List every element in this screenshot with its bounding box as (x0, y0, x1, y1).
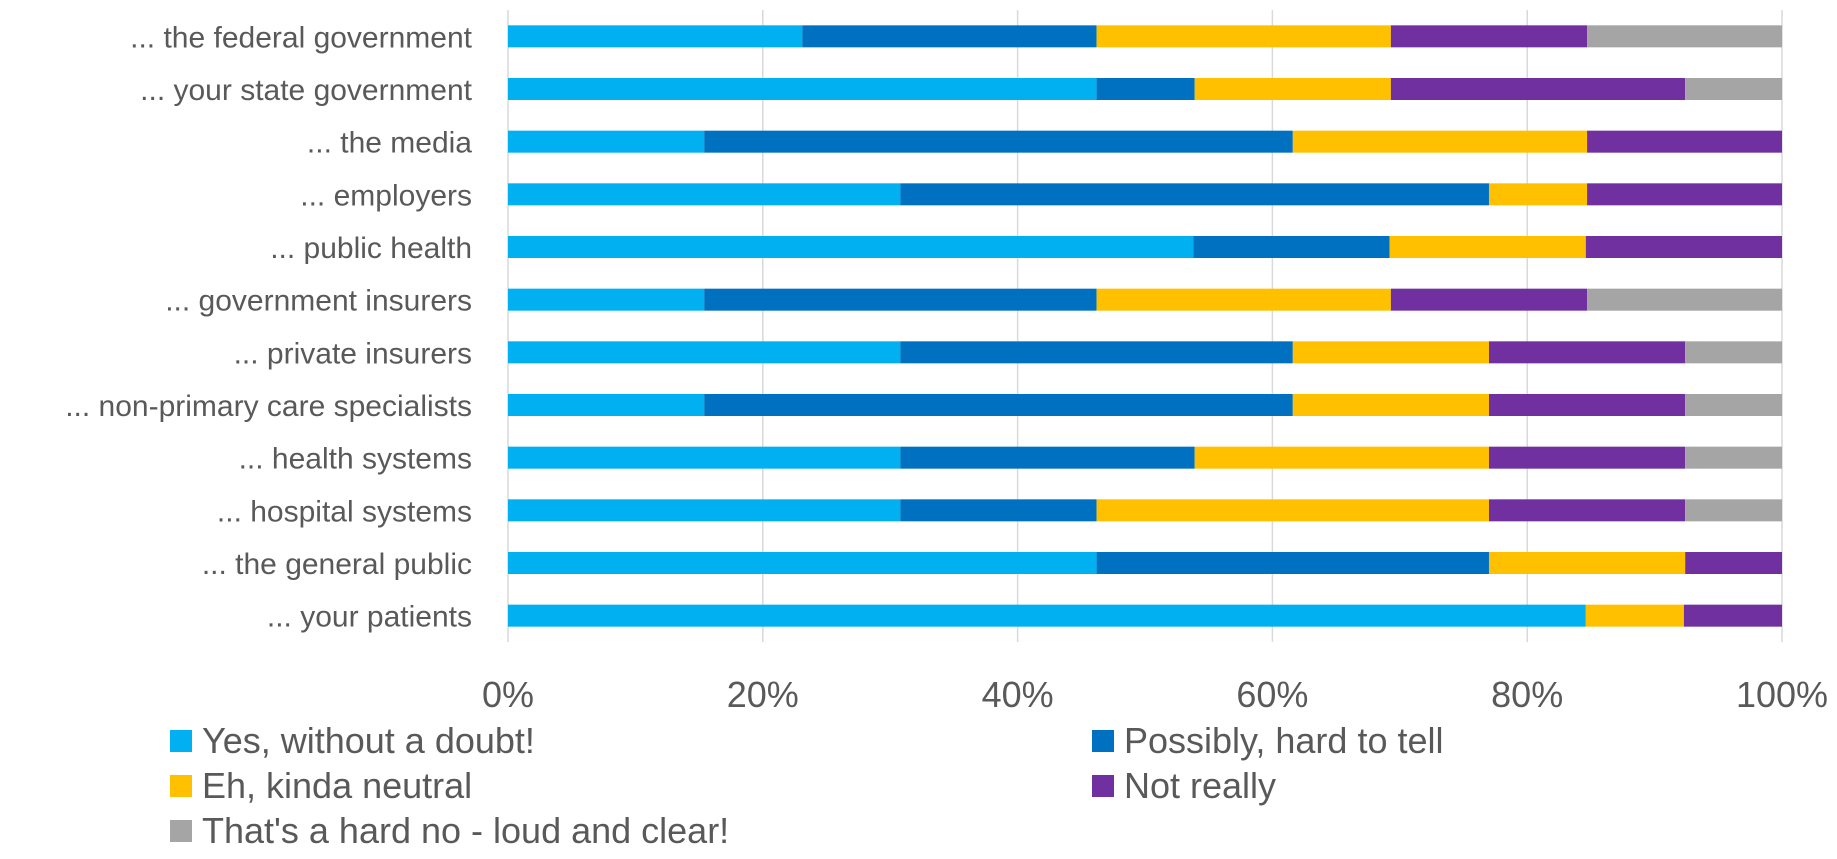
bar-segment (1488, 499, 1686, 522)
bar-segment (508, 183, 901, 206)
legend-label: Eh, kinda neutral (202, 765, 473, 806)
bar-segment (1585, 604, 1684, 627)
legend-item: That's a hard no - loud and clear! (170, 810, 729, 852)
bar-segment (704, 394, 1293, 416)
x-tick-label: 20% (727, 674, 799, 715)
bar-segment (508, 25, 803, 48)
bar-segment (1292, 341, 1489, 364)
bar-segment (1096, 288, 1391, 311)
x-tick-label: 40% (982, 674, 1054, 715)
bar-segment (1685, 499, 1782, 522)
bar-segment (508, 288, 705, 311)
bar-segment (1488, 183, 1588, 206)
bar-segment (1194, 446, 1489, 469)
category-label: ... your state government (140, 74, 472, 107)
bar-segment (508, 130, 705, 153)
category-label: ... hospital systems (217, 495, 472, 528)
category-label: ... government insurers (165, 285, 472, 318)
bar-segment (1096, 78, 1195, 100)
x-axis-tick-labels: 0% 20% 40% 60% 80% 100% (482, 674, 1828, 715)
x-tick-label: 100% (1736, 674, 1828, 715)
bar-segment (1390, 78, 1686, 100)
bar-segment (508, 604, 1586, 627)
bar-segment (1685, 78, 1782, 100)
bar-segment (1488, 552, 1686, 574)
bar-segment (802, 25, 1097, 48)
legend-label: Not really (1124, 765, 1277, 806)
gridlines (507, 10, 1783, 642)
bar-segment (1488, 446, 1686, 469)
category-labels: ... the federal government ... your state… (65, 21, 472, 633)
legend-swatch (1092, 775, 1114, 797)
bar-segment (508, 78, 1097, 100)
category-label: ... the federal government (130, 21, 473, 54)
bar-segment (508, 499, 901, 522)
category-label: ... your patients (267, 601, 472, 634)
bar-segment (1390, 25, 1588, 48)
legend-item: Yes, without a doubt! (170, 720, 535, 762)
bar-segment (1587, 288, 1782, 311)
bar-segment (1587, 183, 1782, 206)
bar-segment (704, 130, 1293, 153)
category-label: ... public health (270, 232, 472, 265)
bar-segment (1096, 499, 1489, 522)
bar-segment (1585, 236, 1782, 258)
bar-segment (1488, 394, 1686, 416)
legend-item: Eh, kinda neutral (170, 765, 472, 807)
legend-swatch (1092, 730, 1114, 752)
legend-swatch (170, 775, 192, 797)
legend-swatch (170, 820, 192, 842)
legend-item: Not really (1092, 765, 1276, 807)
bar-segment (508, 394, 705, 416)
category-label: ... employers (300, 179, 472, 212)
x-tick-label: 0% (482, 674, 534, 715)
bar-segment (1096, 552, 1489, 574)
legend-label: That's a hard no - loud and clear! (202, 810, 730, 851)
bar-segment (1193, 236, 1390, 258)
bar-segment (1685, 552, 1782, 574)
x-tick-label: 80% (1491, 674, 1563, 715)
category-label: ... health systems (239, 443, 472, 476)
bar-segment (1587, 25, 1782, 48)
bar-segment (1389, 236, 1586, 258)
category-label: ... the media (307, 127, 472, 160)
bar-segment (1292, 394, 1489, 416)
category-label: ... non-primary care specialists (65, 390, 472, 423)
legend-item: Possibly, hard to tell (1092, 720, 1443, 762)
bar-segment (508, 446, 901, 469)
category-label: ... the general public (202, 548, 472, 581)
bar-segment (900, 341, 1293, 364)
bar-segment (900, 183, 1489, 206)
bar-segment (1096, 25, 1391, 48)
bar-segment (1685, 446, 1782, 469)
bar-segment (1390, 288, 1588, 311)
bar-segment (704, 288, 1097, 311)
bar-segment (1685, 341, 1782, 364)
category-label: ... private insurers (234, 337, 472, 370)
bar-segment (900, 499, 1097, 522)
bar-segment (1194, 78, 1391, 100)
bar-segment (900, 446, 1195, 469)
bar-segment (1683, 604, 1782, 627)
legend-swatch (170, 730, 192, 752)
bar-segment (1488, 341, 1686, 364)
bar-segment (508, 341, 901, 364)
x-tick-label: 60% (1236, 674, 1308, 715)
bar-segment (508, 236, 1194, 258)
bar-segment (1685, 394, 1782, 416)
legend-label: Yes, without a doubt! (202, 720, 535, 761)
bar-segment (1587, 130, 1782, 153)
bars (508, 25, 1782, 627)
bar-segment (1292, 130, 1588, 153)
legend: Yes, without a doubt! Possibly, hard to t… (170, 720, 1770, 855)
bar-segment (508, 552, 1097, 574)
legend-label: Possibly, hard to tell (1124, 720, 1444, 761)
